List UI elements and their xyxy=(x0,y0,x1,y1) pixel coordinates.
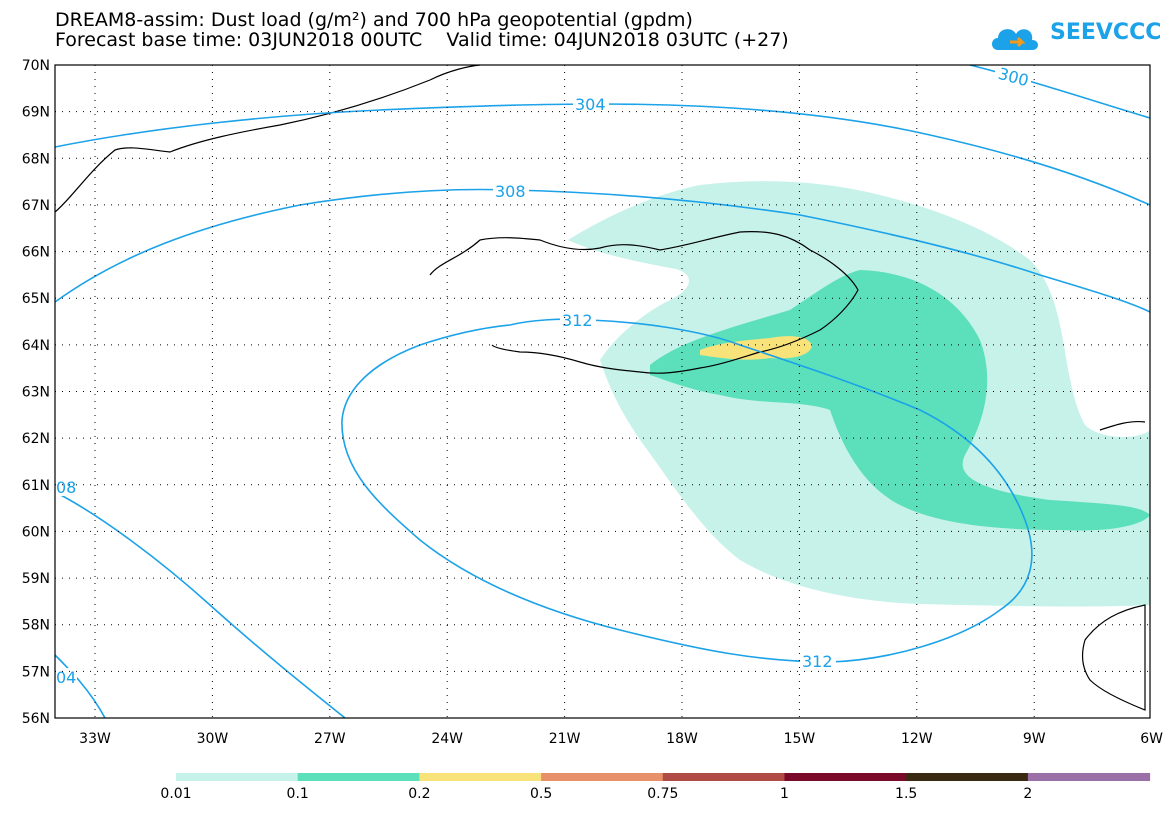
dust-area-mid xyxy=(650,270,1150,531)
colorbar-label: 1 xyxy=(780,786,789,802)
coastlines xyxy=(54,64,1146,711)
lat-label: 62N xyxy=(22,431,50,447)
lat-label: 69N xyxy=(22,105,50,121)
colorbar-swatch xyxy=(1027,773,1151,781)
colorbar xyxy=(176,773,1151,781)
contour-308 xyxy=(54,188,1151,313)
contour-left-04 xyxy=(54,654,106,719)
colorbar-swatch xyxy=(176,773,299,781)
colorbar-label: 0.01 xyxy=(160,786,192,802)
contour-label-312-bottom: 312 xyxy=(802,652,833,671)
lon-label: 18W xyxy=(666,731,698,747)
gridlines xyxy=(55,65,1150,718)
map-title: DREAM8-assim: Dust load (g/m²) and 700 h… xyxy=(55,9,693,31)
lat-label: 61N xyxy=(22,478,50,494)
contour-label-04: 04 xyxy=(56,668,76,687)
lat-label: 58N xyxy=(22,618,50,634)
lat-label: 59N xyxy=(22,571,50,587)
lon-label: 12W xyxy=(901,731,933,747)
colorbar-label: 2 xyxy=(1023,786,1033,802)
colorbar-label: 1.5 xyxy=(895,786,918,802)
contour-304 xyxy=(54,103,1151,206)
contour-300 xyxy=(969,64,1151,119)
lon-label: 21W xyxy=(549,731,581,747)
lat-label: 56N xyxy=(22,711,50,727)
lon-label: 30W xyxy=(197,731,229,747)
lon-label: 24W xyxy=(431,731,463,747)
lat-label: 65N xyxy=(22,291,50,307)
lat-label: 60N xyxy=(22,524,50,540)
map-subtitle: Forecast base time: 03JUN2018 00UTC Vali… xyxy=(55,29,789,51)
lon-label: 9W xyxy=(1023,731,1046,747)
lat-label: 70N xyxy=(22,58,50,74)
contour-label-304: 304 xyxy=(575,95,606,114)
dust-area-high xyxy=(700,336,812,360)
lat-label: 67N xyxy=(22,198,50,214)
latitude-labels: 70N 69N 68N 67N 66N 65N 64N 63N 62N 61N 60N 59N 58N 5… xyxy=(22,58,50,727)
map-frame xyxy=(54,64,1151,719)
lat-label: 68N xyxy=(22,151,50,167)
colorbar-label: 0.5 xyxy=(529,786,553,802)
colorbar-label: 0.2 xyxy=(408,786,431,802)
contour-label-312-top: 312 xyxy=(562,311,593,330)
longitude-labels: 33W 30W 27W 24W 21W 18W 15W 12W 9W 6W xyxy=(79,731,1163,747)
lat-label: 64N xyxy=(22,338,50,354)
lat-label: 66N xyxy=(22,245,50,261)
colorbar-swatch xyxy=(297,773,420,781)
contour-label-300: 300 xyxy=(996,64,1030,90)
contour-label-308: 308 xyxy=(495,182,526,201)
cloud-logo-icon xyxy=(992,29,1038,50)
logo-text: SEEVCCC xyxy=(1050,20,1162,45)
lat-label: 63N xyxy=(22,385,50,401)
colorbar-swatch xyxy=(906,773,1029,781)
lat-label: 57N xyxy=(22,664,50,680)
colorbar-label: 0.75 xyxy=(647,786,679,802)
colorbar-swatch xyxy=(784,773,907,781)
colorbar-swatch xyxy=(662,773,785,781)
lon-label: 33W xyxy=(79,731,111,747)
lon-label: 27W xyxy=(314,731,346,747)
contour-312 xyxy=(341,318,1033,663)
colorbar-label: 0.1 xyxy=(286,786,309,802)
colorbar-swatch xyxy=(419,773,542,781)
contour-left-08 xyxy=(54,491,346,719)
colorbar-swatch xyxy=(541,773,664,781)
lon-label: 6W xyxy=(1140,731,1163,747)
lon-label: 15W xyxy=(784,731,816,747)
contour-label-08: 08 xyxy=(56,478,76,497)
